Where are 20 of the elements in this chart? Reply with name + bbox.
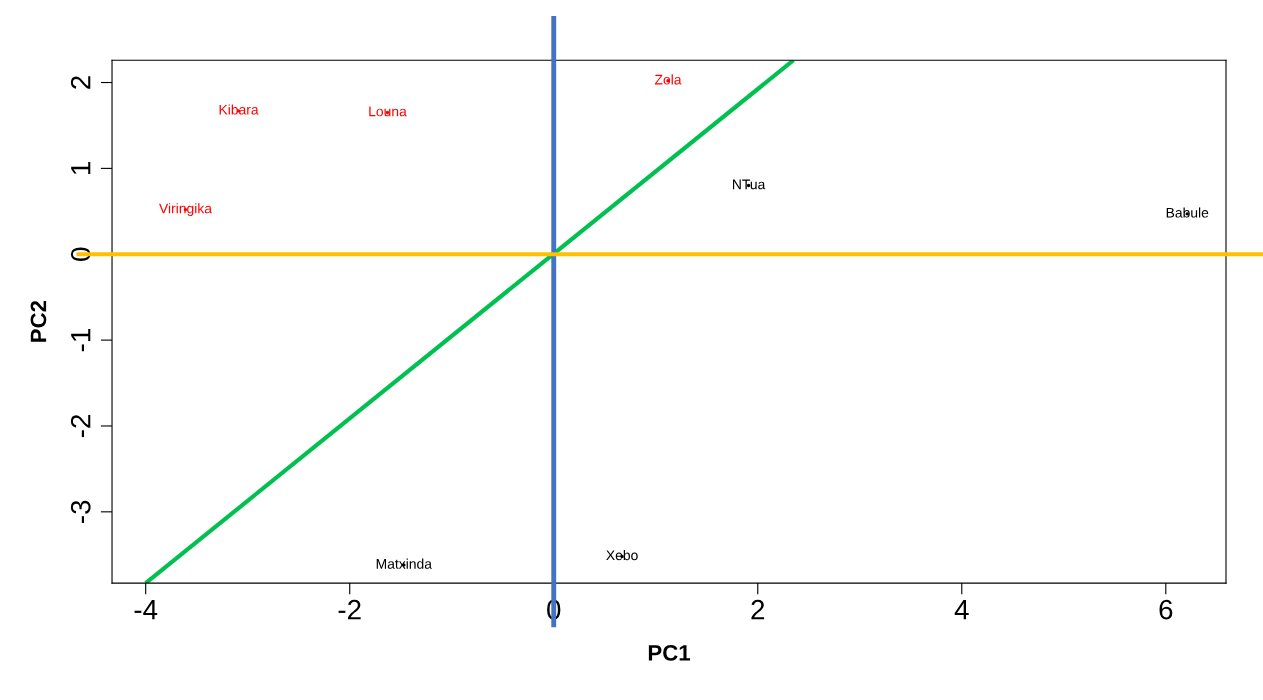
x-tick-label: -2 [338,599,361,620]
y-tick-label: 1 [71,162,91,174]
data-label: Matxinda [376,558,432,569]
data-label: Kibara [219,104,259,115]
data-label: Xebo [606,550,638,561]
x-tick-label: 4 [954,600,969,620]
x-axis-title: PC1 [648,645,691,661]
data-label: Zola [654,74,682,85]
data-label: NTua [733,179,766,190]
y-axis-title: PC2 [30,300,47,342]
data-label: Louna [369,106,407,117]
y-tick-label: 2 [70,76,91,89]
x-tick-label: 6 [1159,599,1173,620]
y-tick-label: -1 [71,329,91,352]
x-tick-label: 2 [751,599,765,620]
data-label: Viringika [159,203,212,217]
y-tick-label: -2 [70,415,91,438]
x-tick-label: -4 [134,600,158,620]
data-label: Babule [1166,207,1209,218]
y-tick-label: -3 [70,500,91,523]
